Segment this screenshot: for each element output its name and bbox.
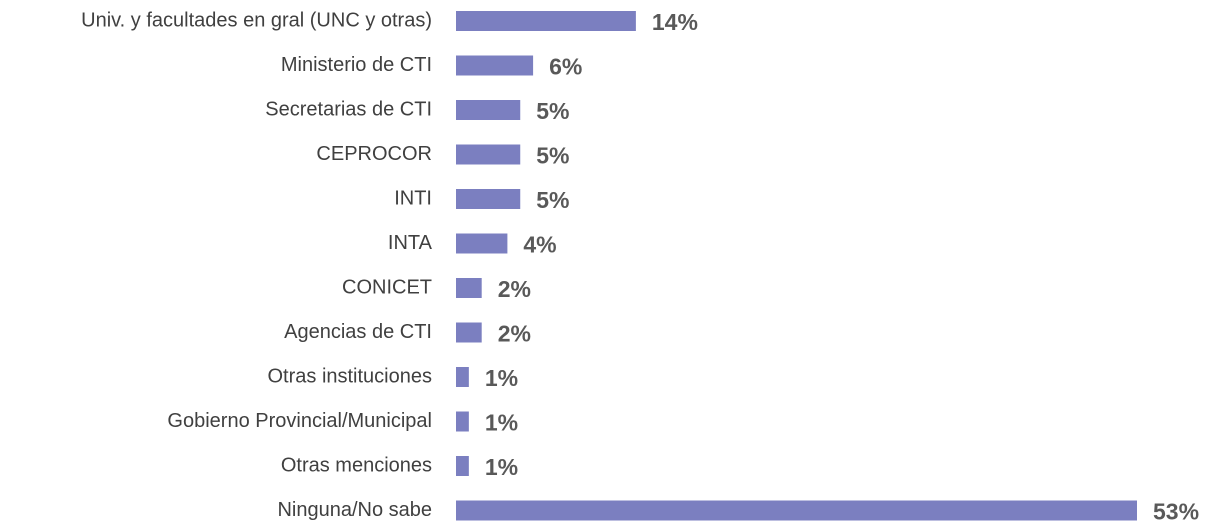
category-label: Ministerio de CTI (281, 54, 432, 76)
category-label: Ninguna/No sabe (277, 499, 432, 521)
category-label: Gobierno Provincial/Municipal (167, 410, 432, 432)
value-label: 2% (498, 321, 531, 347)
value-label: 5% (536, 98, 569, 124)
value-label: 1% (485, 454, 518, 480)
category-label: Agencias de CTI (284, 321, 432, 343)
category-label: CEPROCOR (316, 143, 432, 165)
category-label: Secretarias de CTI (265, 98, 432, 120)
category-label: Otras menciones (281, 454, 432, 476)
bar (456, 322, 482, 343)
bar (456, 100, 521, 120)
bar (456, 278, 482, 298)
value-label: 1% (485, 410, 518, 436)
category-label: INTI (394, 187, 432, 209)
category-label: CONICET (342, 276, 432, 298)
bar (456, 233, 508, 254)
bar (456, 456, 469, 476)
value-label: 14% (652, 9, 698, 35)
category-label: INTA (388, 232, 433, 254)
value-label: 5% (536, 187, 569, 213)
bar (456, 500, 1137, 521)
bar (456, 144, 521, 165)
bar (456, 189, 521, 209)
value-label: 1% (485, 365, 518, 391)
value-label: 6% (549, 54, 582, 80)
bar (456, 367, 469, 387)
bar (456, 11, 636, 31)
category-label: Univ. y facultades en gral (UNC y otras) (81, 9, 432, 31)
bar (456, 55, 534, 76)
value-label: 4% (523, 232, 556, 258)
value-label: 53% (1153, 499, 1199, 524)
category-label: Otras instituciones (267, 365, 432, 387)
bar (456, 411, 469, 432)
value-label: 5% (536, 143, 569, 169)
value-label: 2% (498, 276, 531, 302)
